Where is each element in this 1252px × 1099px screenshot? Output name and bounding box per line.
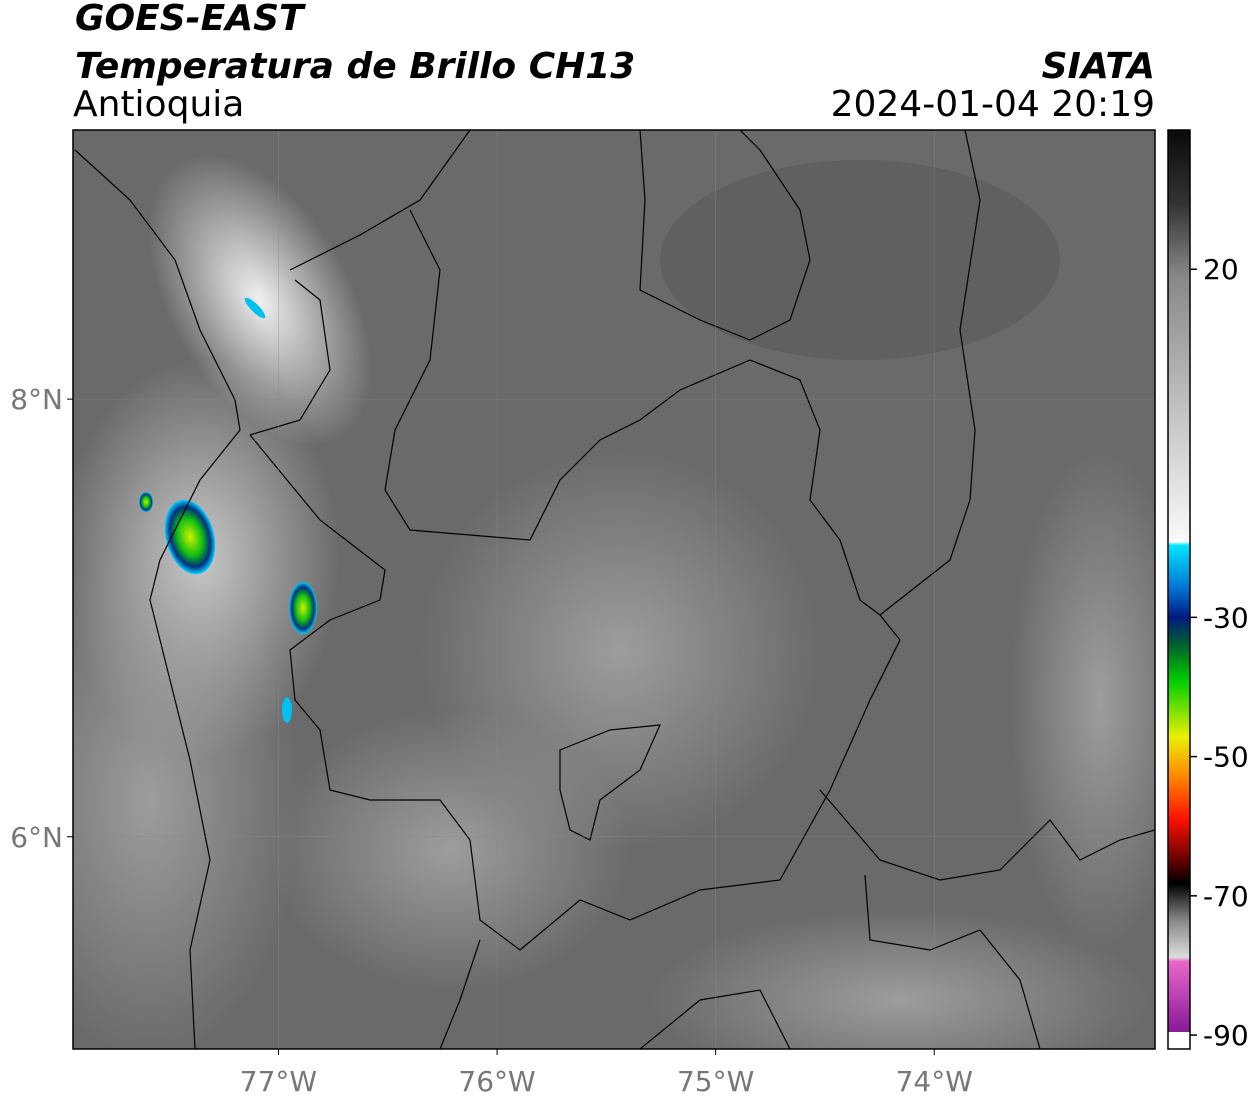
colorbar-tick-label: 20 xyxy=(1203,253,1239,286)
title: GOES-EAST xyxy=(75,0,306,39)
datetime: 2024-01-04 20:19 xyxy=(831,84,1155,125)
colorbar-tick-label: -30 xyxy=(1203,601,1249,634)
map-frame xyxy=(72,129,1156,1050)
subtitle: Temperatura de Brillo CH13 xyxy=(75,46,635,87)
x-tick-label: 77°W xyxy=(240,1065,317,1098)
y-tick-label: 8°N xyxy=(10,383,63,416)
colorbar-frame xyxy=(1167,129,1191,1050)
colorbar-tick-label: -50 xyxy=(1203,741,1249,774)
x-tick-label: 76°W xyxy=(458,1065,535,1098)
colorbar-tick-label: -90 xyxy=(1203,1019,1249,1052)
region: Antioquia xyxy=(73,84,244,125)
colorbar-tick-label: -70 xyxy=(1203,880,1249,913)
x-tick-label: 74°W xyxy=(896,1065,973,1098)
map-image xyxy=(73,130,1155,1049)
colorbar-under xyxy=(1168,1032,1190,1049)
grid xyxy=(73,130,1155,1049)
x-tick-label: 75°W xyxy=(677,1065,754,1098)
y-tick-label: 6°N xyxy=(10,821,63,854)
source: SIATA xyxy=(1042,46,1155,87)
colorbar xyxy=(1168,130,1190,1049)
